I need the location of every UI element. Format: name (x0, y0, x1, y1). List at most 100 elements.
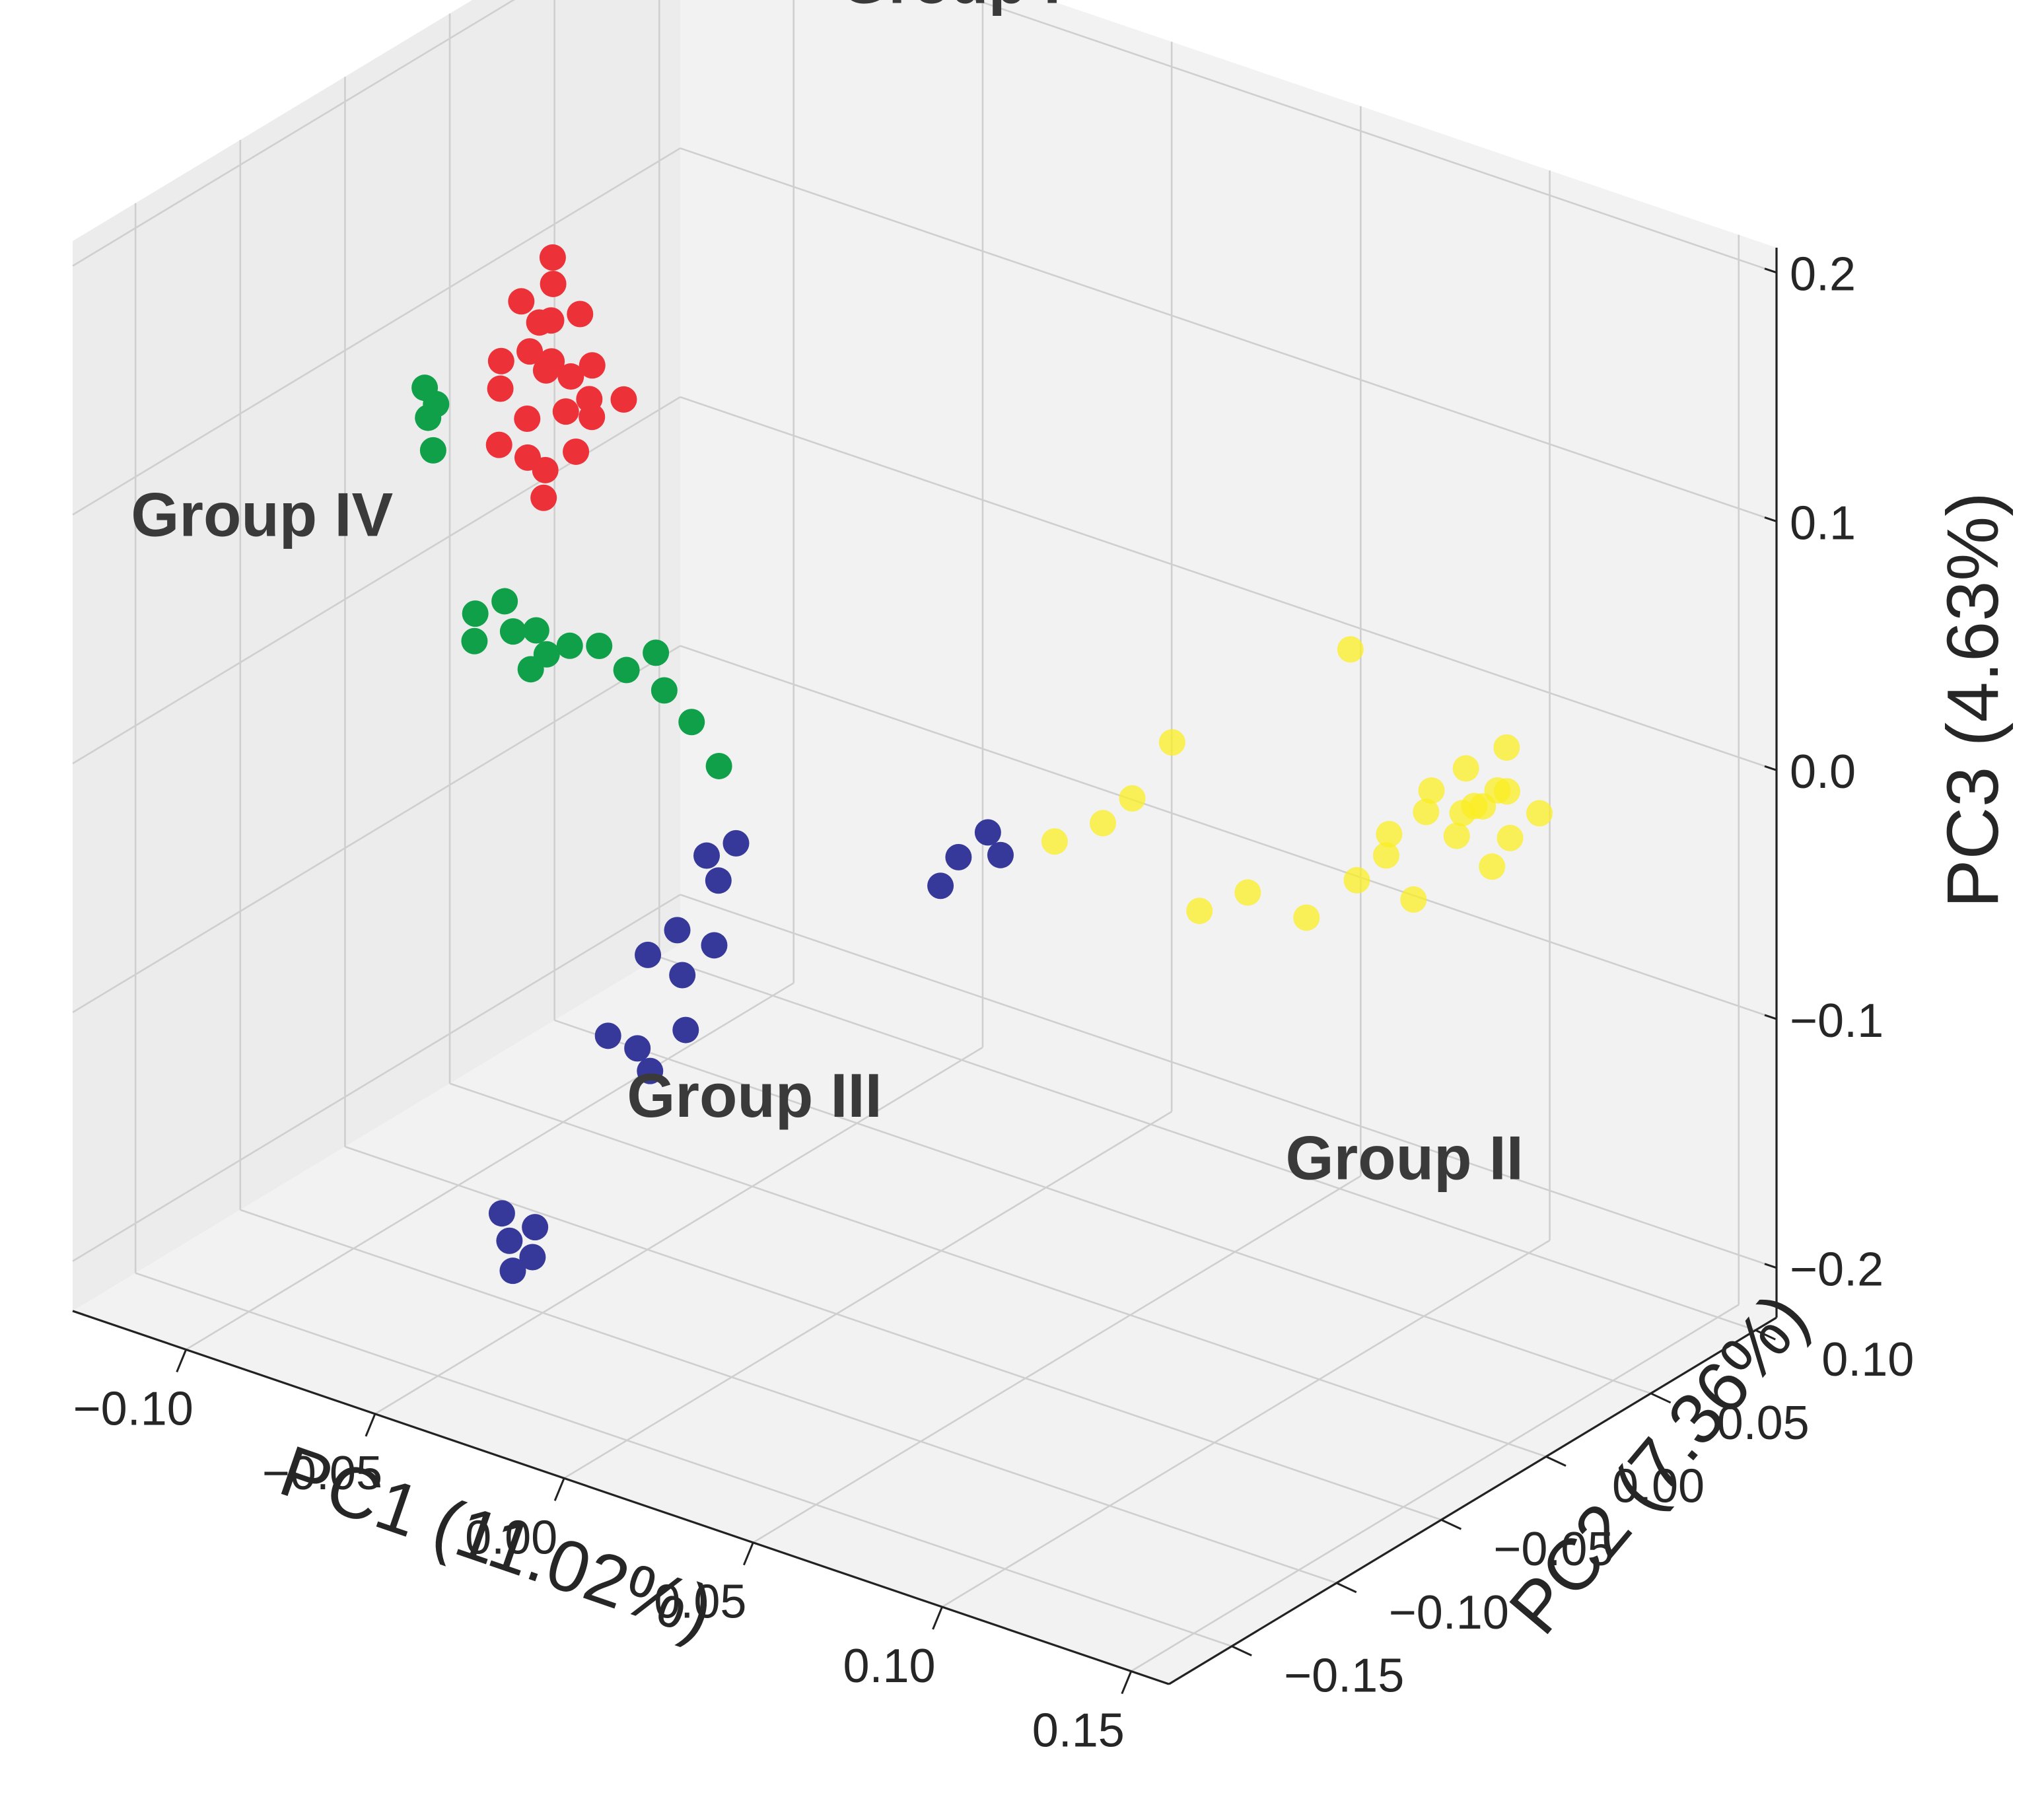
x-tick-label: 0.05 (654, 1576, 746, 1629)
point-group-iii (974, 819, 1001, 846)
y-tick (1231, 1645, 1252, 1656)
point-group-iv (556, 632, 583, 659)
point-group-i (485, 431, 512, 458)
axis-lines (72, 248, 1778, 1685)
point-group-iii (488, 1200, 515, 1227)
z-tick (1764, 1014, 1777, 1020)
y-tick (1755, 1329, 1776, 1341)
grid-y-floor (449, 1082, 1547, 1458)
z-tick (1764, 267, 1777, 274)
grid-x-floor (941, 1239, 1551, 1608)
y-tick (1650, 1392, 1672, 1404)
x-tick (365, 1413, 376, 1437)
point-group-iii (722, 830, 750, 857)
z-axis-label: PC3 (4.63%) (1932, 492, 2014, 908)
z-tick-label: 0.2 (1790, 248, 1856, 301)
point-group-iv (522, 617, 549, 644)
x-tick (553, 1477, 565, 1501)
point-group-iv (613, 656, 640, 684)
z-tick (1764, 516, 1777, 522)
point-group-ii (1400, 886, 1427, 913)
point-group-iv (499, 618, 526, 645)
point-group-ii (1119, 785, 1146, 812)
x-tick-label: 0.00 (465, 1511, 557, 1564)
point-group-iv (643, 639, 670, 666)
point-group-iv (586, 632, 613, 659)
grid-z-back (973, 0, 1777, 273)
grid-y-floor (554, 1019, 1652, 1395)
axis-ticks: −0.10−0.050.000.050.100.15−0.15−0.10−0.0… (73, 248, 1915, 1757)
grid-z-back (680, 894, 1777, 1269)
point-group-ii (1497, 824, 1524, 851)
point-group-ii (1372, 842, 1399, 869)
grid-z-back (680, 396, 1777, 771)
point-group-ii (1186, 898, 1213, 925)
grid-z-side (72, 894, 681, 1262)
x-tick (1121, 1670, 1133, 1695)
y-tick-label: 0.05 (1717, 1397, 1810, 1450)
point-group-iv (517, 656, 544, 683)
point-group-ii (1452, 755, 1479, 782)
point-group-i (516, 338, 544, 365)
point-group-i (552, 398, 579, 425)
point-group-iv (651, 677, 678, 704)
grid-z-side (72, 147, 681, 516)
y-tick (1440, 1518, 1462, 1530)
y-tick-label: −0.05 (1493, 1523, 1613, 1576)
grid-z-side (72, 0, 516, 267)
point-group-ii (1418, 777, 1445, 804)
point-group-i (567, 300, 594, 328)
grid-x-floor (752, 1175, 1362, 1543)
x-axis-line (72, 1310, 1170, 1685)
grid-x-floor (1131, 1304, 1740, 1672)
point-group-iv (491, 588, 518, 615)
y-tick-label: 0.10 (1821, 1333, 1914, 1386)
point-group-ii (1090, 810, 1116, 837)
z-tick-label: −0.2 (1790, 1244, 1884, 1296)
point-group-i (579, 404, 606, 431)
point-group-iii (635, 941, 662, 968)
point-group-iv (705, 752, 732, 779)
y-tick-label: −0.15 (1284, 1650, 1404, 1703)
point-group-ii (1041, 828, 1068, 855)
grid-lines (72, 0, 1777, 1672)
grid-z-back (680, 645, 1777, 1020)
x-tick (742, 1542, 754, 1566)
point-group-i (579, 352, 606, 379)
point-group-i (539, 244, 566, 271)
point-group-iii (945, 843, 972, 870)
annotation-group-iii: Group III (627, 1061, 882, 1130)
x-tick (932, 1606, 943, 1630)
point-group-iii (496, 1227, 523, 1254)
point-group-ii (1484, 777, 1511, 804)
point-group-ii (1413, 798, 1440, 826)
point-group-i (610, 386, 637, 413)
point-group-i (557, 363, 584, 390)
point-group-iii (987, 841, 1014, 868)
point-group-ii (1293, 904, 1320, 931)
grid-y-floor (240, 1209, 1337, 1584)
group-annotations: Group I Group II Group III Group IV (131, 0, 1524, 1192)
grid-y-floor (658, 956, 1756, 1331)
point-group-iii (705, 867, 732, 894)
point-group-ii (1234, 879, 1261, 906)
grid-x-floor (374, 1046, 983, 1415)
point-group-i (532, 357, 559, 384)
x-tick (176, 1349, 188, 1373)
grid-z-side (72, 645, 681, 1014)
point-group-i (532, 456, 559, 483)
point-group-iii (519, 1244, 546, 1271)
y-axis-line (1168, 1316, 1777, 1685)
point-group-ii (1479, 853, 1506, 880)
x-tick-label: 0.10 (843, 1640, 935, 1693)
grid-y-floor (135, 1272, 1232, 1647)
y-tick (1336, 1582, 1357, 1594)
point-group-i (563, 438, 590, 465)
point-group-iv (462, 600, 489, 627)
point-group-i (540, 270, 567, 297)
point-group-ii (1337, 636, 1364, 663)
x-tick-label: −0.10 (73, 1382, 194, 1435)
grid-x-floor (563, 1111, 1172, 1479)
point-group-i (487, 347, 514, 374)
point-group-iii (624, 1035, 651, 1062)
